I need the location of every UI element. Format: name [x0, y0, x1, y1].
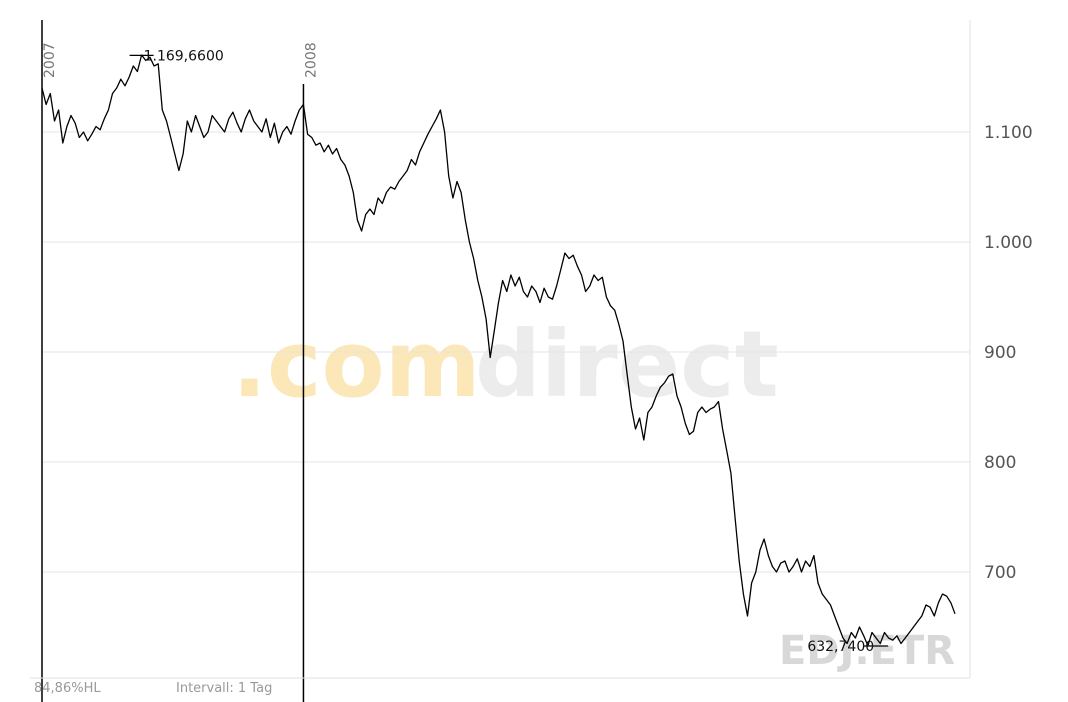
- y-tick-label: 800: [984, 453, 1016, 473]
- year-label-2007: 2007: [42, 42, 58, 78]
- grid-lines: [42, 131, 970, 573]
- y-axis: 700 800 900 1.000 1.100: [984, 123, 1033, 583]
- year-markers: 2007 2008: [42, 42, 319, 702]
- footer-highlow: 84,86%HL: [34, 681, 101, 696]
- watermark-com: .com: [232, 311, 481, 418]
- symbol-watermark: EDJ.ETR: [779, 628, 955, 674]
- y-tick-label: 1.100: [984, 123, 1033, 143]
- price-series-line: [41, 54, 956, 647]
- y-tick-label: 1.000: [984, 233, 1033, 253]
- watermark: .com direct EDJ.ETR: [232, 311, 955, 674]
- y-tick-label: 900: [984, 343, 1016, 363]
- y-tick-label: 700: [984, 563, 1016, 583]
- watermark-direct: direct: [475, 311, 779, 418]
- year-label-2008: 2008: [303, 42, 319, 78]
- annotation-high: 1.169,6600: [144, 48, 224, 64]
- annotations: 1.169,6600 632,7400: [129, 48, 889, 655]
- footer-interval: Intervall: 1 Tag: [176, 681, 272, 696]
- annotation-low: 632,7400: [807, 639, 874, 655]
